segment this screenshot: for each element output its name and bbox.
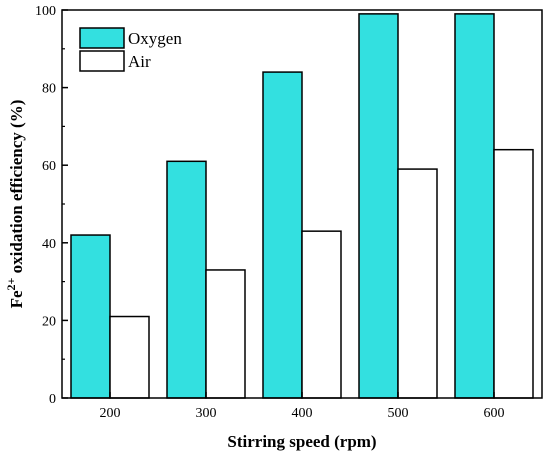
y-axis-title-sup: 2+ [4,277,18,290]
legend: Oxygen Air [79,27,182,72]
bar-oxygen-200 [70,234,111,399]
y-axis-title: Fe2+ oxidation efficiency (%) [4,100,26,309]
bar-air-400 [301,230,342,399]
legend-swatch-air [79,50,125,72]
bar-oxygen-500 [358,13,399,399]
x-tick-label: 400 [292,406,313,421]
x-tick-label: 200 [100,406,121,421]
bar-air-300 [205,269,246,399]
y-tick-label: 80 [42,82,56,97]
y-tick-label: 40 [42,237,56,252]
y-axis-title-rest: oxidation efficiency (%) [7,100,26,278]
bar-air-500 [397,168,438,399]
legend-swatch-oxygen [79,27,125,49]
x-axis-title: Stirring speed (rpm) [227,432,376,451]
y-tick-label: 100 [35,4,56,19]
y-axis: 0 20 40 60 80 100 [35,4,68,407]
y-tick-label: 60 [42,159,56,174]
bar-air-200 [109,315,150,399]
bar-oxygen-300 [166,160,207,399]
bar-oxygen-400 [262,71,303,399]
legend-label-air: Air [128,52,151,71]
legend-label-oxygen: Oxygen [128,29,182,48]
bars-group [70,13,534,399]
y-axis-title-prefix: Fe [7,290,26,308]
bar-oxygen-600 [454,13,495,399]
x-tick-label: 600 [484,406,505,421]
y-tick-label: 0 [49,392,56,407]
x-tick-label: 500 [388,406,409,421]
bar-air-600 [493,148,534,399]
y-tick-label: 20 [42,314,56,329]
x-tick-label: 300 [196,406,217,421]
x-axis: 200 300 400 500 600 [100,392,505,421]
